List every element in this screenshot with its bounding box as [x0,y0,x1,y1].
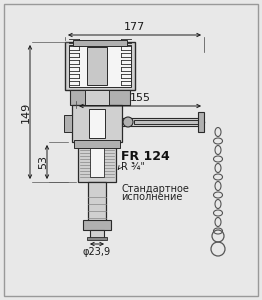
Text: FR 124: FR 124 [121,151,170,164]
Text: R ¾": R ¾" [121,162,145,172]
Text: Стандартное: Стандартное [121,184,189,194]
Circle shape [123,117,133,127]
Bar [72,105,122,142]
Bar [90,147,104,177]
Bar [134,120,200,124]
Text: 177: 177 [124,22,145,32]
Text: 149: 149 [21,101,31,123]
Bar [87,237,107,240]
Bar [70,90,130,105]
Bar [83,220,111,230]
Bar [64,115,72,132]
Text: исполнение: исполнение [121,192,182,202]
Text: 155: 155 [129,93,150,103]
Bar [122,118,200,126]
Bar [198,112,204,132]
Bar [87,47,107,85]
Text: 53: 53 [38,155,48,169]
Bar [73,40,127,46]
Bar [88,182,106,222]
Bar [78,142,116,182]
Bar [85,90,109,105]
Bar [90,230,104,238]
Bar [89,109,105,138]
Text: φ23,9: φ23,9 [83,247,111,257]
Bar [74,140,120,148]
Bar [65,42,135,90]
Bar [69,45,131,87]
